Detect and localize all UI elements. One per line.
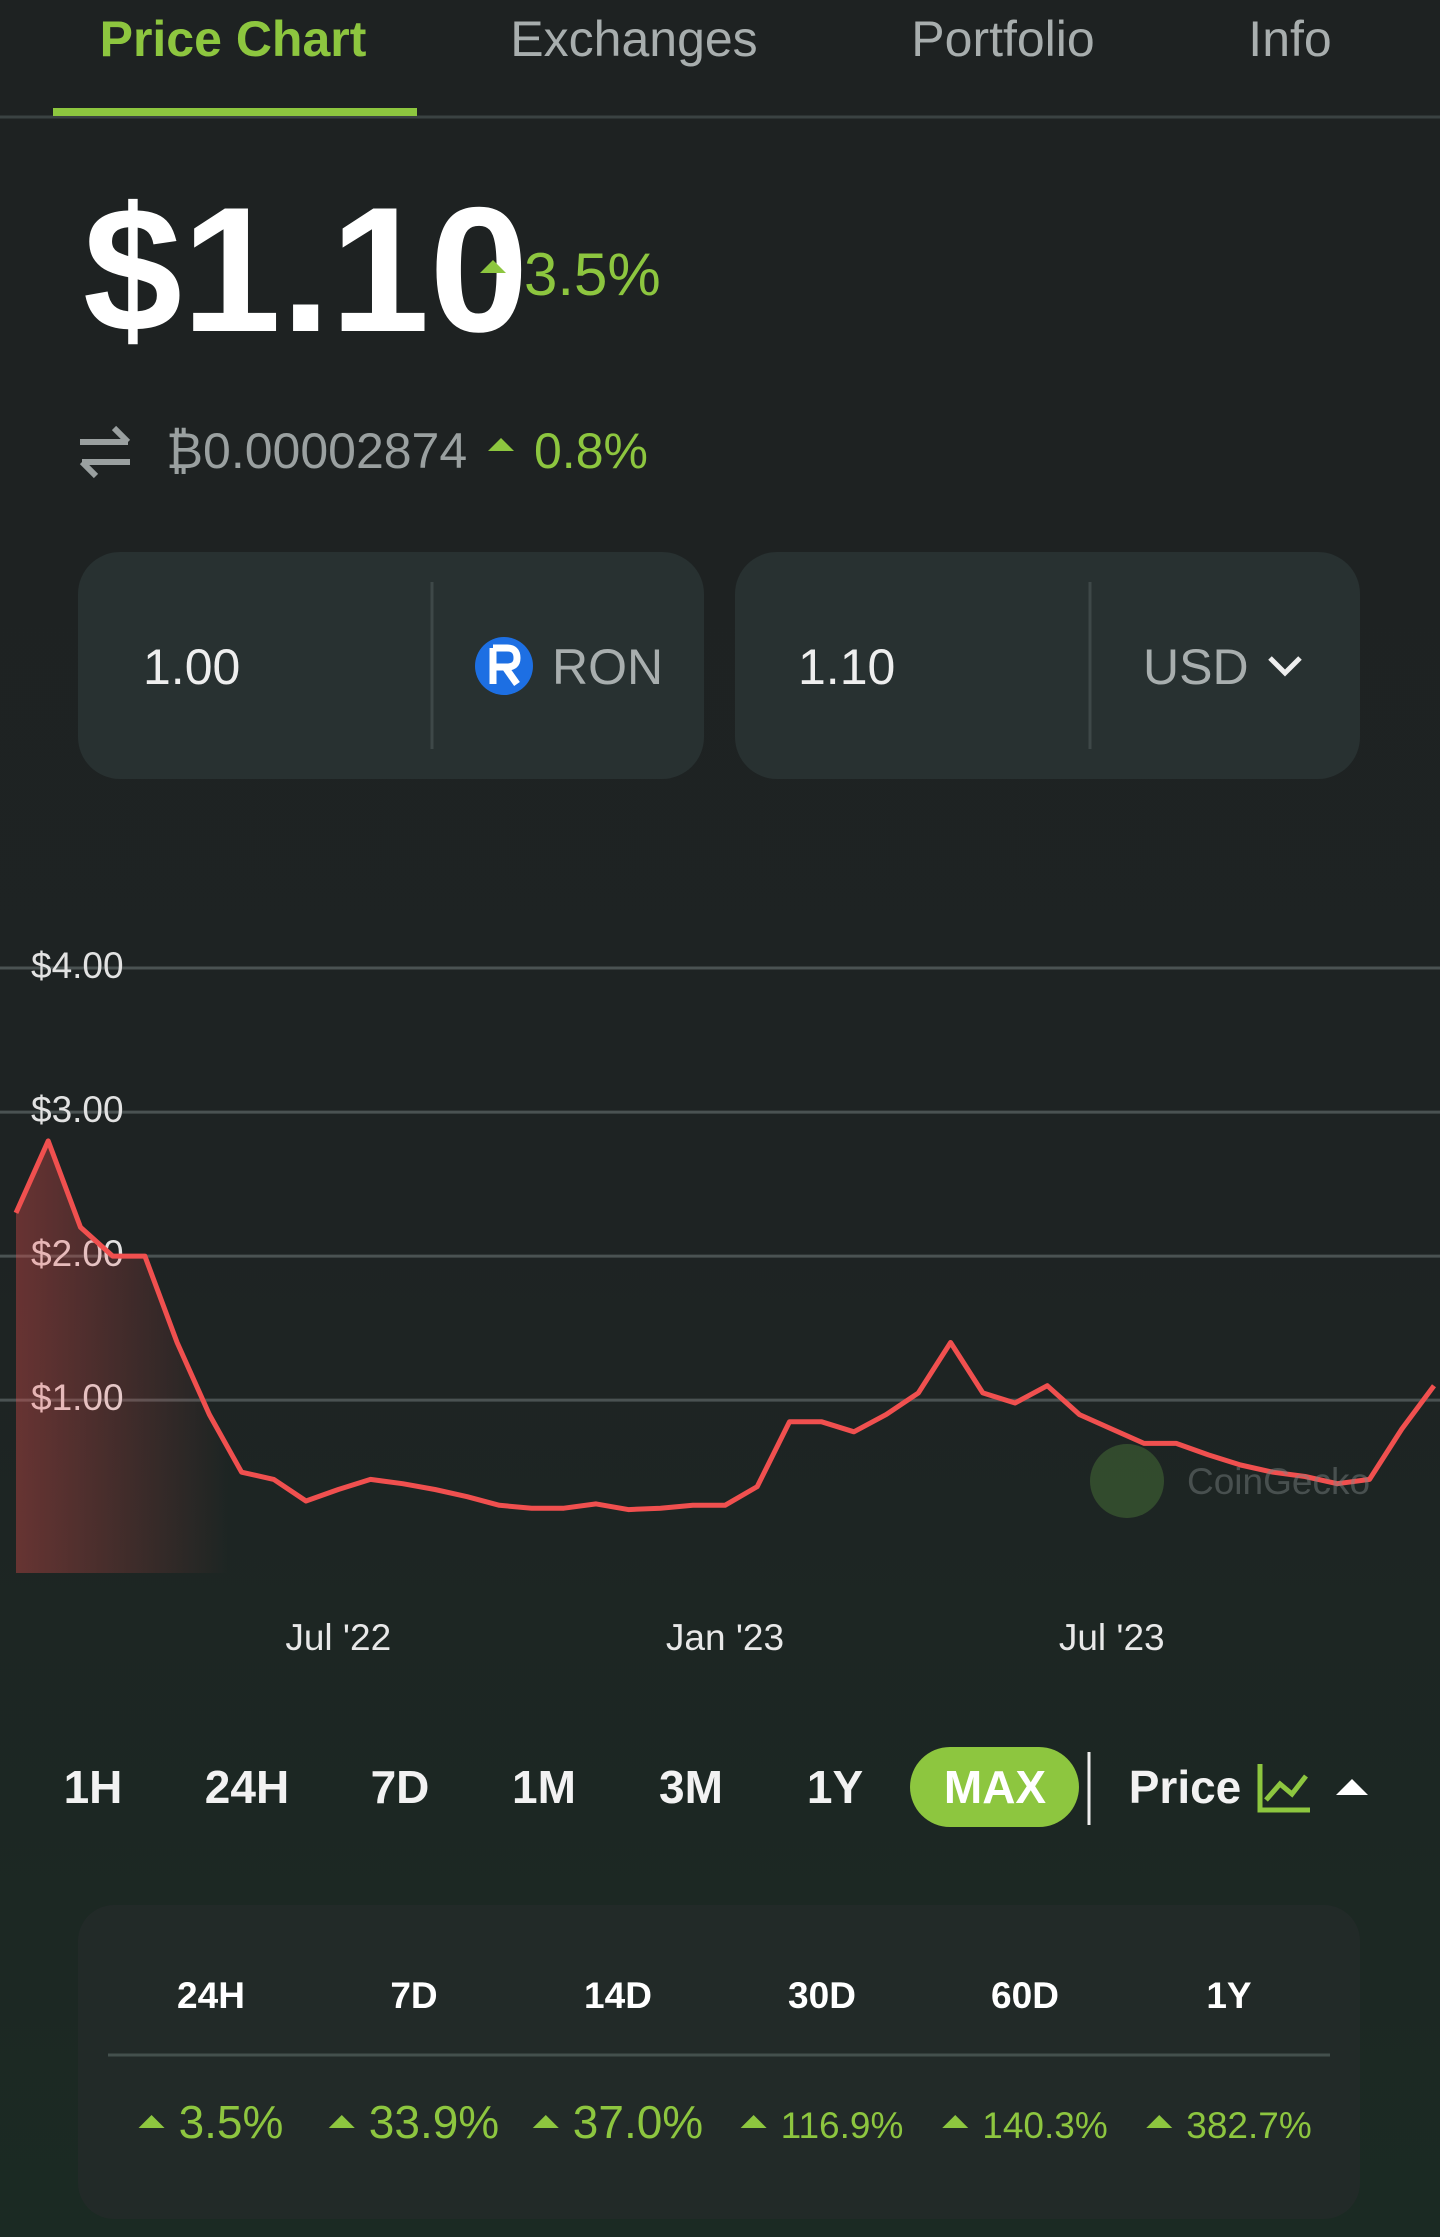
watermark: CoinGecko — [1090, 1444, 1370, 1518]
range-button[interactable]: 3M — [659, 1761, 723, 1813]
price-line — [13, 1138, 1437, 1513]
coin-symbol: RON — [552, 639, 663, 695]
y-tick-label: $4.00 — [31, 945, 124, 986]
amount-input[interactable]: 1.00 — [143, 639, 240, 695]
stats-header: 24H — [177, 1975, 245, 2016]
btc-price: ₿0.00002874 — [166, 423, 467, 479]
stats-header: 1Y — [1206, 1975, 1252, 2016]
up-arrow — [740, 2115, 767, 2128]
up-arrow — [532, 2115, 559, 2128]
range-button[interactable]: 1Y — [807, 1761, 863, 1813]
stats-header: 14D — [584, 1975, 652, 2016]
active-range-pill — [910, 1747, 1079, 1827]
watermark-text: CoinGecko — [1187, 1461, 1370, 1502]
stats-change: 382.7% — [1186, 2105, 1312, 2146]
up-arrow — [480, 260, 506, 273]
chart-mode[interactable]: Price — [1129, 1761, 1242, 1813]
btc-change: 0.8% — [534, 423, 648, 479]
area — [16, 1140, 1434, 1573]
range-button[interactable]: 1H — [64, 1761, 123, 1813]
range-button[interactable]: MAX — [944, 1761, 1047, 1813]
x-tick-label: Jul '23 — [1059, 1617, 1165, 1658]
amount-box[interactable] — [78, 552, 704, 779]
stats-change: 140.3% — [982, 2105, 1108, 2146]
watermark-logo — [1090, 1444, 1164, 1518]
range-button[interactable]: 7D — [371, 1761, 430, 1813]
swap-icon — [79, 425, 131, 479]
stats-change: 37.0% — [573, 2096, 703, 2148]
up-arrow — [488, 438, 514, 451]
tab[interactable]: Price Chart — [100, 11, 367, 67]
stats-header: 7D — [390, 1975, 437, 2016]
range-button[interactable]: 24H — [205, 1761, 289, 1813]
currency-select[interactable]: USD — [1143, 639, 1249, 695]
tab[interactable]: Portfolio — [911, 11, 1094, 67]
price: $1.10 — [83, 170, 528, 369]
range-button[interactable]: 1M — [512, 1761, 576, 1813]
up-arrow — [942, 2115, 969, 2128]
converted-box[interactable] — [735, 552, 1360, 779]
stats-change: 33.9% — [369, 2096, 499, 2148]
x-tick-label: Jul '22 — [285, 1617, 391, 1658]
up-arrow — [138, 2115, 165, 2128]
x-tick-label: Jan '23 — [666, 1617, 784, 1658]
coin-icon-glyph — [489, 644, 521, 687]
tab-indicator — [53, 108, 417, 116]
stats-header: 30D — [788, 1975, 856, 2016]
tab[interactable]: Exchanges — [510, 11, 757, 67]
converted-input[interactable]: 1.10 — [798, 639, 895, 695]
up-arrow — [328, 2115, 355, 2128]
y-tick-label: $3.00 — [31, 1089, 124, 1130]
stats-header: 60D — [991, 1975, 1059, 2016]
caret[interactable] — [1336, 1779, 1368, 1795]
tab[interactable]: Info — [1248, 11, 1331, 67]
chevron — [1268, 656, 1302, 677]
up-arrow — [1146, 2115, 1173, 2128]
stats-change: 116.9% — [781, 2105, 904, 2146]
stats-card — [78, 1905, 1360, 2219]
chart-mode-icon[interactable] — [1257, 1764, 1310, 1813]
stats-change: 3.5% — [179, 2096, 284, 2148]
price-change: 3.5% — [524, 241, 661, 308]
